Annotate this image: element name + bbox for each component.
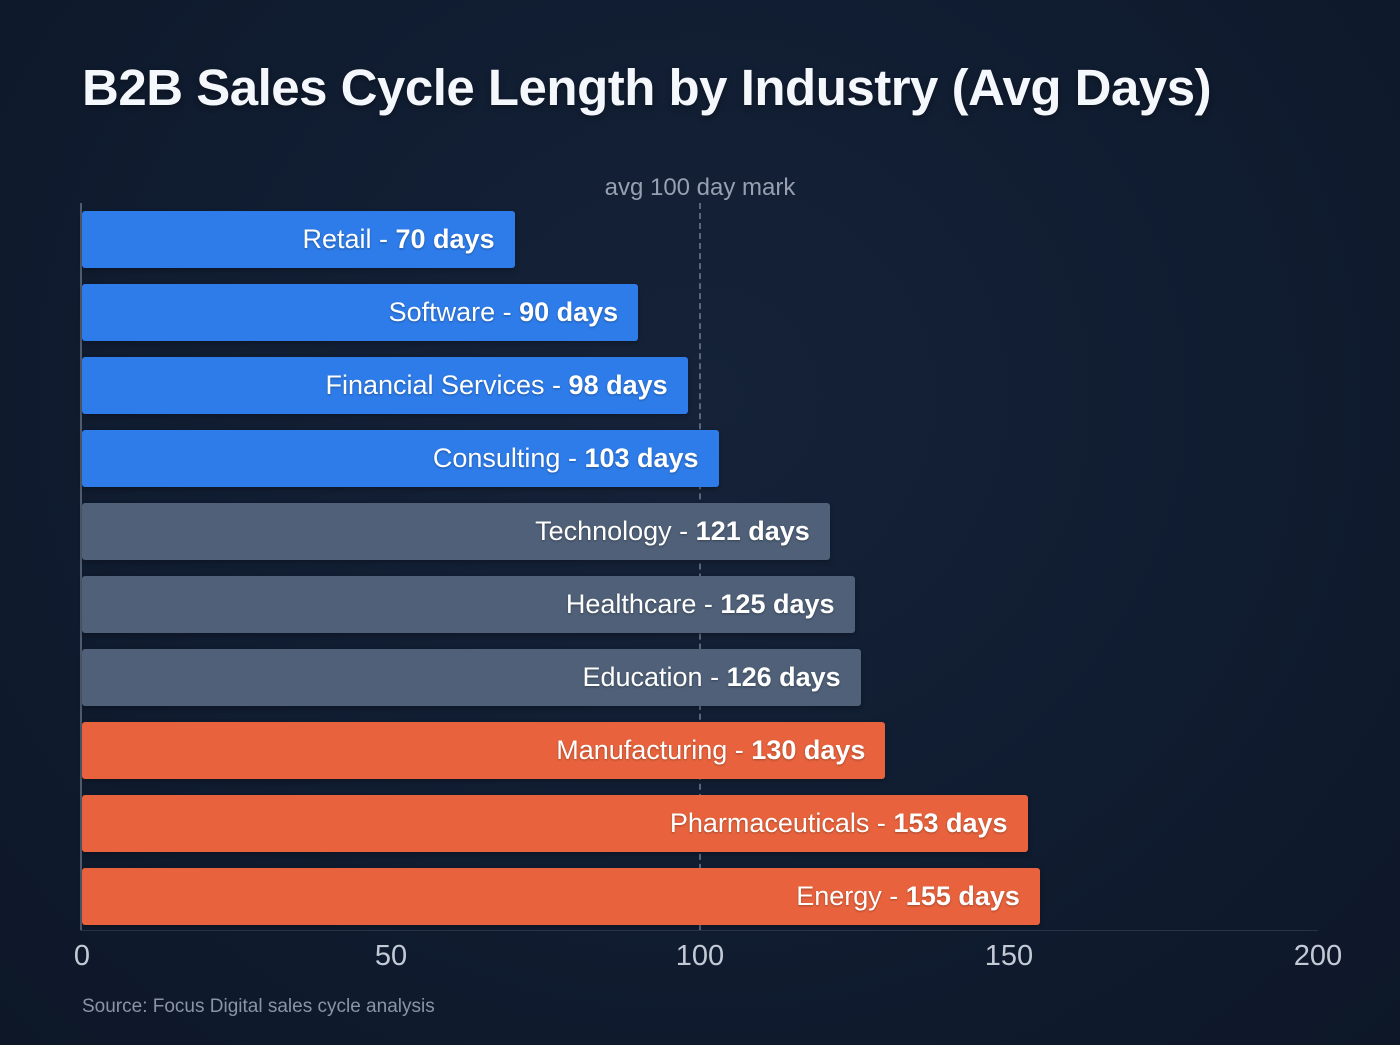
bar-category: Technology - [535,516,696,546]
bar-label: Education - 126 days [582,662,860,693]
bar-label: Retail - 70 days [302,224,514,255]
bars: Retail - 70 days Software - 90 days Financ… [82,211,1318,925]
bar-category: Pharmaceuticals - [669,808,894,838]
bar-value: 90 days [519,297,619,327]
bar-category: Software - [388,297,520,327]
x-tick-100: 100 [675,940,725,972]
bar-category: Energy - [796,881,906,911]
bar-value: 103 days [584,443,699,473]
x-tick-150: 150 [984,940,1034,972]
bar-label: Pharmaceuticals - 153 days [670,808,1028,839]
bar-pharmaceuticals: Pharmaceuticals - 153 days [82,795,1028,852]
bar-value: 155 days [905,881,1020,911]
bar-label: Manufacturing - 130 days [556,735,885,766]
reference-line [699,203,701,930]
bar-category: Financial Services - [325,370,569,400]
bar-category: Healthcare - [565,589,721,619]
bar-label: Consulting - 103 days [433,443,719,474]
bar-value: 125 days [720,589,835,619]
bar-healthcare: Healthcare - 125 days [82,576,855,633]
bar-retail: Retail - 70 days [82,211,515,268]
x-tick-200: 200 [1293,940,1343,972]
bar-label: Financial Services - 98 days [325,370,687,401]
bar-value: 121 days [695,516,810,546]
bar-label: Technology - 121 days [535,516,830,547]
reference-line-label: avg 100 day mark [604,174,796,201]
source-note: Source: Focus Digital sales cycle analys… [82,996,435,1017]
bar-software: Software - 90 days [82,284,639,341]
bar-value: 153 days [893,808,1008,838]
bar-consulting: Consulting - 103 days [82,430,719,487]
bar-energy: Energy - 155 days [82,868,1040,925]
x-axis-ticks: 0 50 100 150 200 [74,940,1342,980]
y-axis-line [80,203,82,930]
chart-title: B2B Sales Cycle Length by Industry (Avg … [82,59,1212,116]
bar-value: 98 days [568,370,668,400]
bar-category: Manufacturing - [556,735,752,765]
bar-category: Education - [582,662,727,692]
bar-education: Education - 126 days [82,649,861,706]
bar-value: 126 days [726,662,841,692]
x-axis-line [80,930,1318,931]
bar-value: 70 days [395,224,495,254]
bar-category: Consulting - [432,443,585,473]
bar-manufacturing: Manufacturing - 130 days [82,722,886,779]
bar-category: Retail - [302,224,396,254]
x-tick-0: 0 [73,940,91,972]
x-tick-50: 50 [374,940,408,972]
bar-label: Healthcare - 125 days [566,589,855,620]
bar-label: Energy - 155 days [796,881,1040,912]
bar-financial-services: Financial Services - 98 days [82,357,688,414]
bar-value: 130 days [751,735,866,765]
plot-area: Retail - 70 days Software - 90 days Financ… [80,203,1318,931]
bar-label: Software - 90 days [389,297,639,328]
bar-technology: Technology - 121 days [82,503,830,560]
